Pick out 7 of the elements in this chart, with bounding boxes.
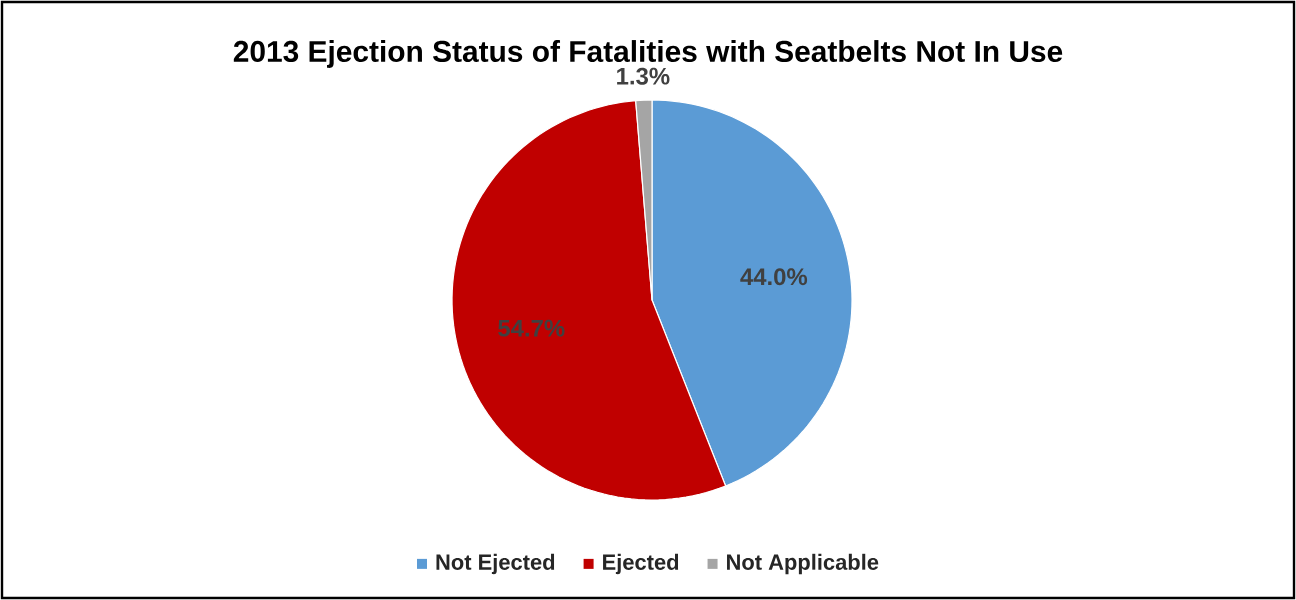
legend-label: Ejected (603, 553, 679, 575)
data-label: 1.3% (617, 67, 670, 85)
data-label: 54.7% (498, 319, 565, 337)
legend-label: Not Ejected (436, 553, 555, 575)
chart-title: 2013 Ejection Status of Fatalities with Seatbelts Not In Use (233, 40, 1063, 68)
legend-label: Not Applicable (727, 553, 879, 575)
data-label: 44.0% (740, 268, 808, 286)
